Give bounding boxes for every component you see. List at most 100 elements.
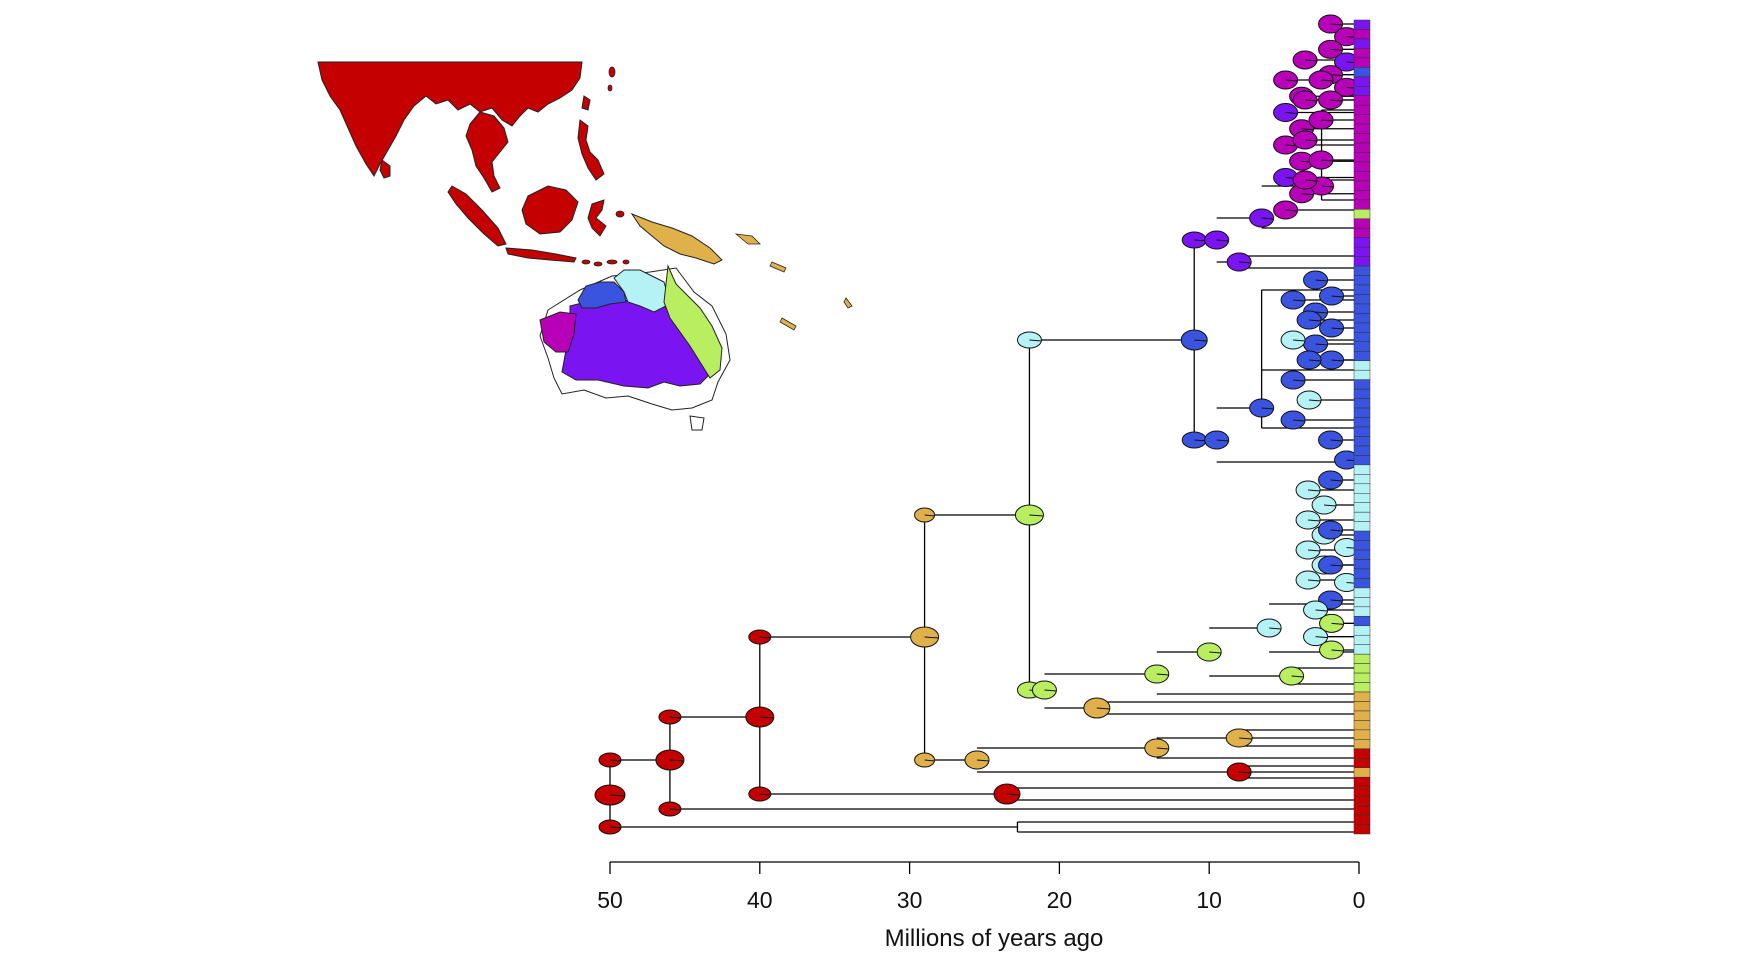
tip-state-box <box>1353 805 1371 816</box>
map-island-java <box>505 247 577 263</box>
tip-state-box <box>1353 625 1371 636</box>
tip-state-box <box>1353 493 1371 503</box>
tip-state-box <box>1353 114 1371 125</box>
pie-wedge <box>1308 489 1321 492</box>
pie-wedge <box>1293 419 1306 422</box>
pie-wedge <box>1239 737 1253 740</box>
pie-wedge <box>1330 74 1343 77</box>
axis-tick-label: 20 <box>1047 887 1073 913</box>
tip-state-box <box>1353 521 1371 532</box>
tip-state-box <box>1353 133 1371 144</box>
pie-wedge <box>1301 193 1314 196</box>
tip-state-box <box>1353 701 1371 712</box>
pie-wedge <box>1029 514 1044 517</box>
pie-wedge <box>1216 239 1229 242</box>
tip-state-box <box>1353 776 1371 787</box>
tip-state-box <box>1353 171 1371 182</box>
tip-state-box <box>1353 190 1371 201</box>
pie-wedge <box>1309 319 1322 322</box>
tip-state-box <box>1353 303 1371 314</box>
pie-wedge <box>1331 359 1344 362</box>
ancestral-state-pies <box>594 14 1360 835</box>
pie-wedge <box>1006 793 1021 796</box>
tip-state-box <box>1353 227 1371 238</box>
map-region-monsoon-tropics <box>577 281 627 309</box>
tip-state-box <box>1353 758 1371 768</box>
pie-wedge <box>924 759 935 762</box>
pie-wedge <box>1216 439 1229 442</box>
pie-wedge <box>1331 622 1344 625</box>
pie-wedge <box>1309 359 1322 362</box>
pie-wedge <box>1209 651 1222 654</box>
pie-wedge <box>1315 343 1328 346</box>
tip-state-box <box>1353 568 1371 579</box>
pie-wedge <box>1331 649 1344 652</box>
pie-wedge <box>1308 579 1321 582</box>
tip-state-box <box>1353 597 1371 608</box>
pie-wedge <box>1321 119 1334 122</box>
tip-state-box <box>1353 511 1371 522</box>
pie-wedge <box>1305 59 1318 62</box>
pie-wedge <box>1239 771 1252 774</box>
tip-state-box <box>1353 474 1371 485</box>
pie-wedge <box>1285 112 1298 114</box>
tip-state-box <box>1353 644 1371 655</box>
pie-wedge <box>1321 79 1334 82</box>
tip-state-box <box>1353 161 1371 172</box>
pie-wedge <box>1301 128 1314 131</box>
tip-state-box <box>1353 748 1371 759</box>
tip-state-box <box>1353 540 1371 551</box>
tip-state-box <box>1353 332 1371 343</box>
tip-state-box <box>1353 275 1371 286</box>
axis-title: Millions of years ago <box>885 925 1104 952</box>
tip-state-box <box>1353 663 1371 674</box>
pie-wedge <box>1305 99 1318 102</box>
map-island-solomons <box>769 261 787 273</box>
pie-wedge <box>1315 279 1328 282</box>
tip-state-box <box>1353 691 1371 702</box>
tip-state-box <box>1353 436 1371 447</box>
tip-state-box <box>1353 209 1371 220</box>
pie-wedge <box>1261 407 1274 410</box>
pie-wedge <box>609 759 622 762</box>
pie-wedge <box>1029 339 1042 342</box>
pie-wedge <box>1330 529 1343 532</box>
pie-wedge <box>1194 239 1207 242</box>
pie-wedge <box>1315 609 1328 612</box>
pie-wedge <box>1330 599 1343 602</box>
tip-state-box <box>1353 814 1371 825</box>
tip-state-box <box>1353 672 1371 683</box>
map-island-taiwan <box>581 95 591 111</box>
tip-state-box <box>1353 653 1371 664</box>
tip-state-box <box>1353 67 1371 78</box>
pie-wedge <box>1305 179 1318 182</box>
pie-wedge <box>1194 339 1208 342</box>
tip-state-box <box>1353 483 1371 494</box>
map-island-vanuatu <box>843 297 853 309</box>
region-map <box>317 61 853 431</box>
map-region-east-coast <box>663 264 723 379</box>
tip-state-box <box>1353 464 1371 475</box>
tip-state-box <box>1353 19 1371 30</box>
pie-wedge <box>1293 339 1306 342</box>
pie-wedge <box>1331 327 1344 330</box>
tip-state-box <box>1353 95 1371 106</box>
pie-wedge <box>1324 504 1337 507</box>
tip-state-box <box>1353 29 1371 40</box>
pie-wedge <box>1305 139 1318 142</box>
tip-state-box <box>1353 38 1371 49</box>
pie-wedge <box>1261 217 1274 220</box>
pie-wedge <box>1239 261 1252 264</box>
tip-state-box <box>1353 559 1371 570</box>
tip-state-box <box>1353 824 1371 835</box>
map-island-sumatra <box>447 185 507 247</box>
tip-state-box <box>1353 616 1371 627</box>
pie-wedge <box>1308 549 1321 552</box>
map-island-newbritain <box>734 233 761 245</box>
axis-tick-label: 30 <box>897 887 923 913</box>
map-region-pilbara <box>539 311 577 353</box>
tip-state-box <box>1353 284 1371 295</box>
pie-wedge <box>1331 295 1344 298</box>
tip-state-box <box>1353 218 1371 229</box>
tip-state-box <box>1353 341 1371 352</box>
